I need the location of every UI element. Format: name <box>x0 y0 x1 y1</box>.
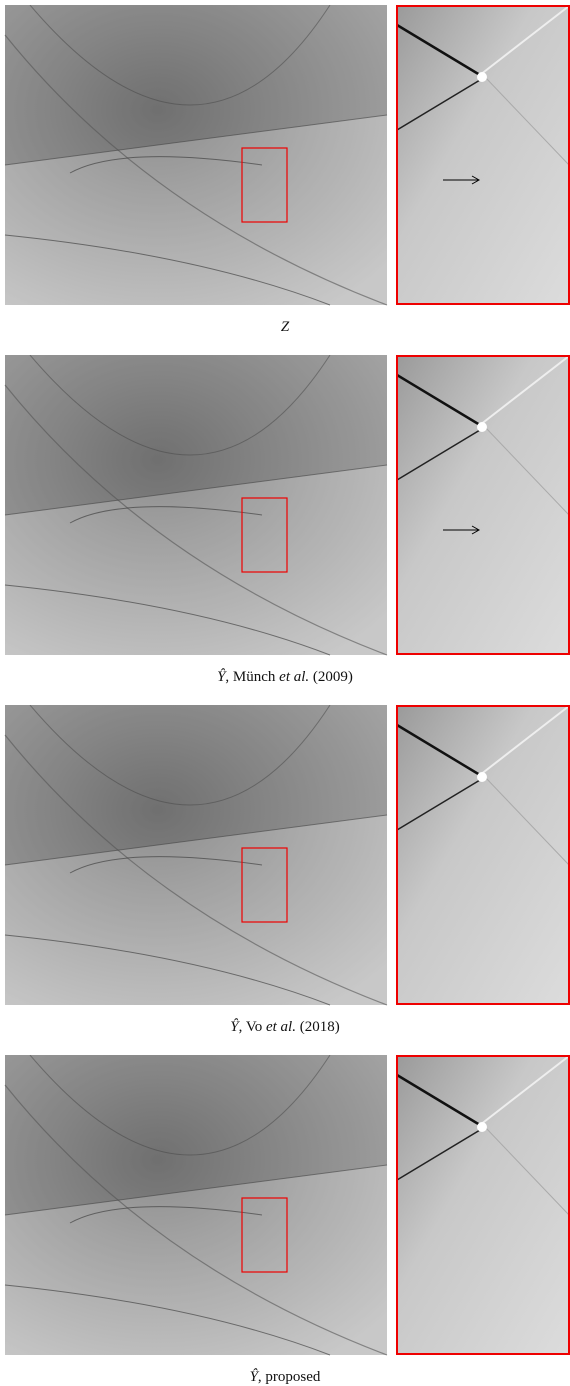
zoom-image <box>397 706 569 1004</box>
caption: Ŷ, proposed <box>0 1369 570 1386</box>
images <box>0 355 570 657</box>
caption: Ŷ, Münch et al. (2009) <box>0 669 570 686</box>
images <box>0 5 570 307</box>
zoom-image <box>397 1056 569 1354</box>
caption-symbol: Z <box>281 319 289 335</box>
figure: Z Ŷ, Münch et al. (2009) <box>0 0 570 1386</box>
caption-symbol: Ŷ <box>250 1369 258 1385</box>
panel: Ŷ, Münch et al. (2009) <box>0 355 570 705</box>
images <box>0 705 570 1007</box>
main-image <box>5 5 387 305</box>
main-image <box>5 1055 387 1355</box>
caption-text: (2018) <box>296 1019 340 1035</box>
main-image <box>5 355 387 655</box>
panel: Z <box>0 5 570 355</box>
caption: Ŷ, Vo et al. (2018) <box>0 1019 570 1036</box>
caption-text: , Münch <box>225 669 279 685</box>
caption-text: et al. <box>279 669 309 685</box>
main-image <box>5 705 387 1005</box>
caption: Z <box>0 319 570 336</box>
caption-text: (2009) <box>309 669 353 685</box>
images <box>0 1055 570 1357</box>
caption-text: , proposed <box>258 1369 321 1385</box>
caption-symbol: Ŷ <box>230 1019 238 1035</box>
caption-text: , Vo <box>239 1019 266 1035</box>
zoom-image <box>397 6 569 304</box>
panel: Ŷ, proposed <box>0 1055 570 1386</box>
caption-text: et al. <box>266 1019 296 1035</box>
zoom-image <box>397 356 569 654</box>
panel: Ŷ, Vo et al. (2018) <box>0 705 570 1055</box>
